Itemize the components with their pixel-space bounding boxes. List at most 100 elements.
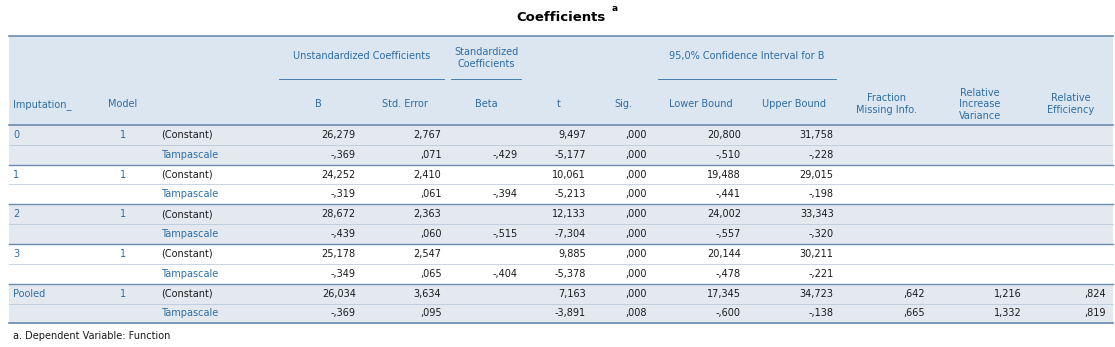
Text: 25,178: 25,178 (321, 249, 356, 259)
Text: -3,891: -3,891 (555, 308, 585, 319)
Text: 1: 1 (119, 130, 126, 140)
Text: 7,163: 7,163 (559, 289, 585, 299)
Text: 17,345: 17,345 (707, 289, 740, 299)
Text: Tampascale: Tampascale (162, 189, 219, 200)
Text: ,065: ,065 (419, 269, 442, 279)
Bar (9, 145, 1113, 164)
Text: 1: 1 (13, 170, 19, 179)
Text: ,000: ,000 (626, 170, 647, 179)
Text: -,228: -,228 (808, 150, 834, 160)
Text: 2: 2 (13, 209, 20, 219)
Text: a. Dependent Variable: Function: a. Dependent Variable: Function (13, 331, 171, 341)
Text: ,000: ,000 (626, 189, 647, 200)
Text: 26,279: 26,279 (321, 130, 356, 140)
Text: Tampascale: Tampascale (162, 229, 219, 239)
Text: ,060: ,060 (420, 229, 442, 239)
Text: Tampascale: Tampascale (162, 269, 219, 279)
Text: ,071: ,071 (419, 150, 442, 160)
Text: ,000: ,000 (626, 209, 647, 219)
Text: -7,304: -7,304 (554, 229, 585, 239)
Text: Upper Bound: Upper Bound (762, 99, 826, 109)
Text: 1: 1 (119, 209, 126, 219)
Bar (9, 125, 1113, 145)
Text: 24,252: 24,252 (321, 170, 356, 179)
Text: (Constant): (Constant) (162, 289, 213, 299)
Text: Relative
Increase
Variance: Relative Increase Variance (959, 87, 1001, 121)
Text: 20,800: 20,800 (707, 130, 740, 140)
Text: 1: 1 (119, 289, 126, 299)
Text: t: t (556, 99, 561, 109)
Text: 3: 3 (13, 249, 19, 259)
Text: ,000: ,000 (626, 249, 647, 259)
Text: Beta: Beta (475, 99, 497, 109)
Text: -,478: -,478 (716, 269, 740, 279)
Text: 19,488: 19,488 (707, 170, 740, 179)
Text: -,515: -,515 (493, 229, 517, 239)
Text: Pooled: Pooled (13, 289, 46, 299)
Text: ,642: ,642 (903, 289, 925, 299)
Text: 30,211: 30,211 (799, 249, 834, 259)
Text: 2,363: 2,363 (414, 209, 442, 219)
Text: 9,497: 9,497 (559, 130, 585, 140)
Text: -,319: -,319 (331, 189, 356, 200)
Text: ,665: ,665 (903, 308, 925, 319)
Text: -,439: -,439 (331, 229, 356, 239)
Text: 26,034: 26,034 (322, 289, 356, 299)
Text: Tampascale: Tampascale (162, 150, 219, 160)
Text: ,824: ,824 (1085, 289, 1106, 299)
Text: Relative
Efficiency: Relative Efficiency (1047, 93, 1094, 115)
Text: -,429: -,429 (493, 150, 517, 160)
Text: 9,885: 9,885 (559, 249, 585, 259)
Text: Sig.: Sig. (614, 99, 632, 109)
Text: -5,177: -5,177 (554, 150, 585, 160)
Text: -,221: -,221 (808, 269, 834, 279)
Text: (Constant): (Constant) (162, 209, 213, 219)
Text: -,510: -,510 (716, 150, 740, 160)
Text: -,320: -,320 (808, 229, 834, 239)
Text: (Constant): (Constant) (162, 170, 213, 179)
Text: 31,758: 31,758 (799, 130, 834, 140)
Text: 1: 1 (119, 170, 126, 179)
Text: ,008: ,008 (626, 308, 647, 319)
Text: 2,410: 2,410 (414, 170, 442, 179)
Text: Fraction
Missing Info.: Fraction Missing Info. (855, 93, 917, 115)
Text: ,000: ,000 (626, 269, 647, 279)
Text: ,061: ,061 (420, 189, 442, 200)
Text: (Constant): (Constant) (162, 249, 213, 259)
Text: 20,144: 20,144 (707, 249, 740, 259)
Text: -,600: -,600 (716, 308, 740, 319)
Text: 34,723: 34,723 (799, 289, 834, 299)
Text: Lower Bound: Lower Bound (669, 99, 733, 109)
Bar (9, 36, 1113, 83)
Text: 95,0% Confidence Interval for B: 95,0% Confidence Interval for B (669, 51, 825, 61)
Text: 2,767: 2,767 (414, 130, 442, 140)
Text: 33,343: 33,343 (799, 209, 834, 219)
Bar (9, 284, 1113, 304)
Text: -,369: -,369 (331, 150, 356, 160)
Text: ,000: ,000 (626, 289, 647, 299)
Text: Unstandardized Coefficients: Unstandardized Coefficients (292, 51, 430, 61)
Text: 10,061: 10,061 (552, 170, 585, 179)
Text: 24,002: 24,002 (707, 209, 740, 219)
Text: a: a (611, 4, 618, 13)
Text: (Constant): (Constant) (162, 130, 213, 140)
Text: -,349: -,349 (331, 269, 356, 279)
Text: 28,672: 28,672 (321, 209, 356, 219)
Text: 1,332: 1,332 (993, 308, 1021, 319)
Text: 0: 0 (13, 130, 19, 140)
Bar (9, 224, 1113, 244)
Bar (9, 244, 1113, 264)
Bar (9, 304, 1113, 323)
Text: ,000: ,000 (626, 150, 647, 160)
Text: -,441: -,441 (716, 189, 740, 200)
Text: -,394: -,394 (493, 189, 517, 200)
Bar (9, 83, 1113, 125)
Text: Imputation_: Imputation_ (13, 99, 71, 110)
Text: Tampascale: Tampascale (162, 308, 219, 319)
Text: Standardized
Coefficients: Standardized Coefficients (454, 47, 518, 69)
Text: -5,213: -5,213 (554, 189, 585, 200)
Text: Model: Model (108, 99, 137, 109)
Text: 29,015: 29,015 (799, 170, 834, 179)
Text: 3,634: 3,634 (414, 289, 442, 299)
Text: 1: 1 (119, 249, 126, 259)
